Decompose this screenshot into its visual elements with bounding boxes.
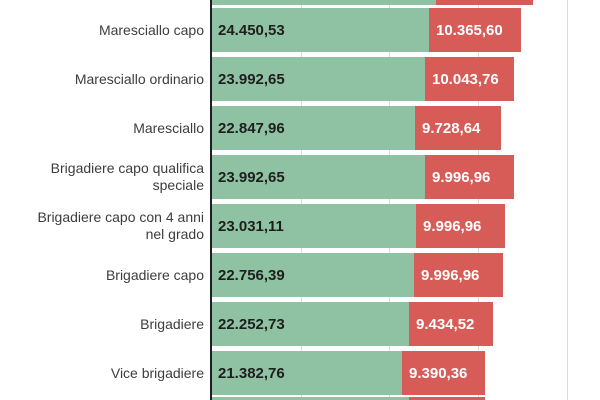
red-bar-segment: 9.728,64 [415, 106, 501, 150]
gridline [478, 0, 479, 400]
green-bar-segment: 24.450,53 [212, 8, 429, 52]
bar-row: 23.992,65 10.043,76 [212, 57, 514, 101]
red-bar-segment: 9.434,52 [409, 302, 493, 346]
bar-row: 22.252,73 9.434,52 [212, 302, 493, 346]
bar-row: 22.847,96 9.728,64 [212, 106, 501, 150]
category-label: Brigadiere capo [105, 266, 204, 283]
green-value-label: 23.031,11 [218, 217, 284, 235]
red-value-label: 9.390,36 [409, 364, 468, 382]
red-value-label: 9.434,52 [416, 315, 475, 333]
category-label: Maresciallo ordinario [74, 70, 204, 87]
red-bar-segment [436, 0, 533, 5]
red-bar-segment: 9.390,36 [402, 351, 485, 395]
green-value-label: 22.252,73 [218, 315, 285, 333]
bar-row: 22.756,39 9.996,96 [212, 253, 503, 297]
red-value-label: 10.365,60 [436, 21, 503, 39]
green-bar-segment: 23.992,65 [212, 155, 425, 199]
bar-row: 23.992,65 9.996,96 [212, 155, 514, 199]
red-value-label: 9.996,96 [423, 217, 482, 235]
bar-row: 23.031,11 9.996,96 [212, 204, 505, 248]
gridline [301, 0, 302, 400]
green-bar-segment: 22.756,39 [212, 253, 414, 297]
green-value-label: 21.382,76 [218, 364, 285, 382]
red-value-label: 9.728,64 [422, 119, 481, 137]
red-bar-segment: 9.996,96 [416, 204, 505, 248]
category-label: Brigadiere capo qualifica speciale [50, 160, 204, 193]
bar-row [212, 0, 533, 5]
category-label: Maresciallo [133, 119, 204, 136]
gridline [567, 0, 568, 400]
category-label: Brigadiere [140, 315, 204, 332]
green-value-label: 22.756,39 [218, 266, 285, 284]
green-bar-segment: 23.992,65 [212, 57, 425, 101]
gridline [389, 0, 390, 400]
red-bar-segment: 10.043,76 [425, 57, 514, 101]
y-axis-line [210, 0, 212, 400]
red-bar-segment [409, 397, 485, 400]
bar-row: 24.450,53 10.365,60 [212, 8, 521, 52]
green-value-label: 22.847,96 [218, 119, 285, 137]
red-bar-segment: 10.365,60 [429, 8, 521, 52]
green-value-label: 24.450,53 [218, 21, 285, 39]
green-value-label: 23.992,65 [218, 70, 285, 88]
green-bar-segment: 21.382,76 [212, 351, 402, 395]
red-bar-segment: 9.996,96 [425, 155, 514, 199]
category-labels-column: Maresciallo capo Maresciallo ordinario Mar… [0, 0, 204, 400]
category-label: Vice brigadiere [110, 364, 204, 381]
green-bar-segment [212, 0, 436, 5]
green-value-label: 23.992,65 [218, 168, 285, 186]
red-value-label: 9.996,96 [432, 168, 491, 186]
bar-row: 21.382,76 9.390,36 [212, 351, 485, 395]
red-value-label: 10.043,76 [432, 70, 499, 88]
red-value-label: 9.996,96 [421, 266, 480, 284]
category-label: Brigadiere capo con 4 anni nel grado [37, 209, 204, 242]
category-label: Maresciallo capo [98, 21, 204, 38]
green-bar-segment [212, 397, 409, 400]
plot-area: 24.450,53 10.365,60 23.992,65 10.043,76 22.8… [212, 0, 600, 400]
green-bar-segment: 23.031,11 [212, 204, 416, 248]
bar-row [212, 397, 485, 400]
green-bar-segment: 22.252,73 [212, 302, 409, 346]
red-bar-segment: 9.996,96 [414, 253, 503, 297]
green-bar-segment: 22.847,96 [212, 106, 415, 150]
